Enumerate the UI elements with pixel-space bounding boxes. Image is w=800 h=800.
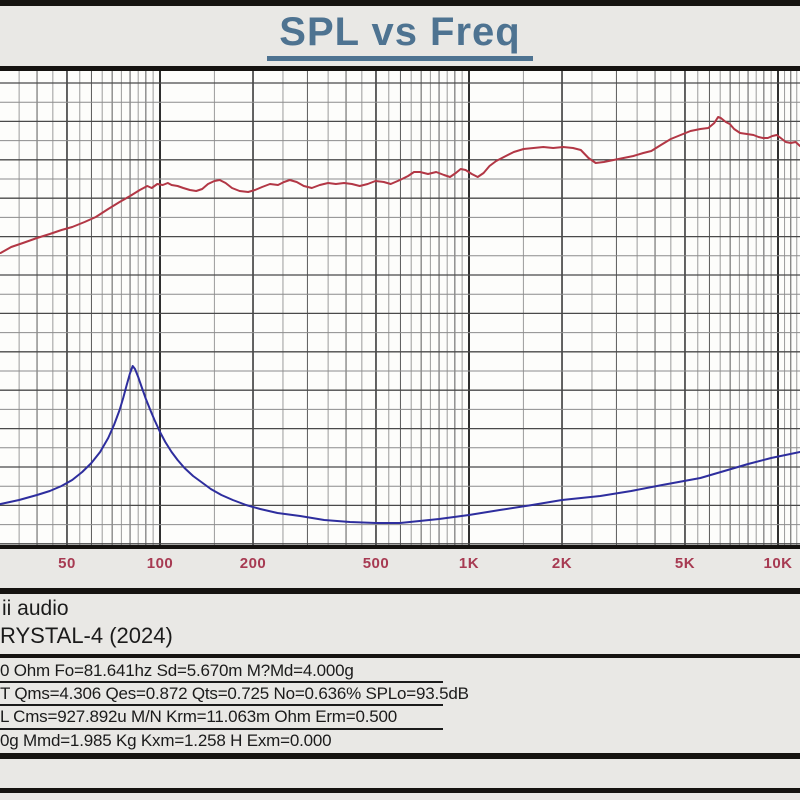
device-heading: ii audio RYSTAL-4 (2024) (0, 594, 800, 654)
top-border (0, 0, 800, 6)
freq-tick-label-2k: 2K (551, 555, 573, 572)
title-band: SPL vs Freq (0, 6, 800, 66)
parameter-line: L Cms=927.892u M/N Krm=11.063m Ohm Erm=0… (0, 706, 443, 730)
chart-plot-area (0, 71, 800, 545)
spl-curve (0, 116, 800, 254)
page-title: SPL vs Freq (267, 12, 533, 61)
freq-tick-label-10k: 10K (763, 555, 793, 572)
freq-tick-label-50: 50 (58, 555, 76, 572)
maker-name: ii audio (2, 597, 69, 620)
spl-vs-freq-chart (0, 66, 800, 549)
divider-params-bottom (0, 753, 800, 759)
freq-tick-label-1k: 1K (458, 555, 480, 572)
impedance-curve (0, 365, 800, 524)
freq-tick-label-100: 100 (146, 555, 174, 572)
freq-tick-label-5k: 5K (674, 555, 696, 572)
model-name: RYSTAL-4 (2024) (0, 623, 173, 648)
freq-tick-label-200: 200 (239, 555, 267, 572)
parameter-line: 0 Ohm Fo=81.641hz Sd=5.670m M?Md=4.000g (0, 660, 443, 684)
bottom-border (0, 788, 800, 793)
thiele-small-parameters: 0 Ohm Fo=81.641hz Sd=5.670m M?Md=4.000g T… (0, 658, 800, 753)
divider-heading-bottom (0, 654, 800, 658)
parameter-line: T Qms=4.306 Qes=0.872 Qts=0.725 No=0.636… (0, 683, 469, 707)
frequency-axis: 50 100 200 500 1K 2K 5K 10K (0, 549, 800, 588)
parameter-line: 0g Mmd=1.985 Kg Kxm=1.258 H Exm=0.000 (0, 730, 332, 750)
divider-axis-bottom (0, 588, 800, 594)
freq-tick-label-500: 500 (362, 555, 390, 572)
